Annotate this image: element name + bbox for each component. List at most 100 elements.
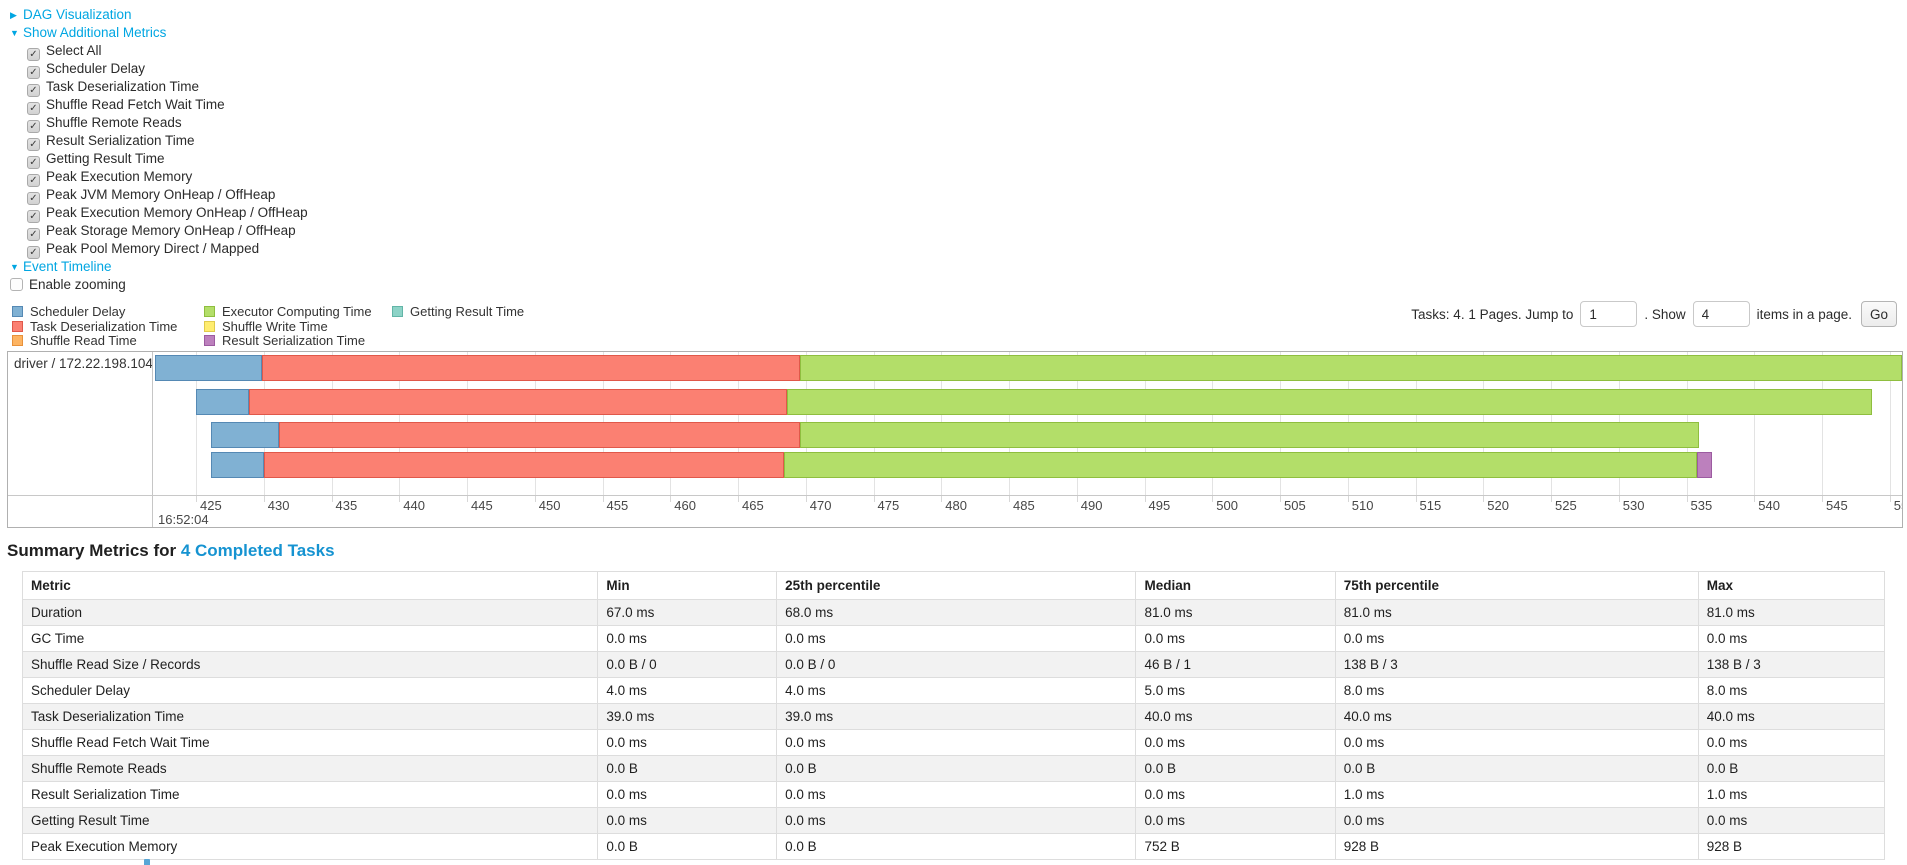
jump-to-page-input[interactable] <box>1580 301 1638 327</box>
executor-group-label: driver / 172.22.198.104 <box>14 356 152 371</box>
task-1-segment-scheduler_delay[interactable] <box>196 389 249 415</box>
dag-visualization-link[interactable]: DAG Visualization <box>23 7 132 22</box>
checkbox-select-all[interactable]: ✓ <box>27 48 40 61</box>
checkbox-label: Peak Execution Memory OnHeap / OffHeap <box>46 205 308 220</box>
tick-mark <box>331 496 333 502</box>
checkbox-task-deserialization-time[interactable]: ✓ <box>27 84 40 97</box>
metric-row-peak-pool-memory-direct-mapped: ✓ Peak Pool Memory Direct / Mapped <box>27 240 308 259</box>
legend-item-shuffle-read-time: Shuffle Read Time <box>12 333 204 349</box>
metric-name-cell: GC Time <box>21 625 599 652</box>
column-header-metric: Metric <box>21 571 599 600</box>
metric-value-cell: 0.0 B / 0 <box>776 651 1137 678</box>
event-timeline-link[interactable]: Event Timeline <box>23 259 112 274</box>
metric-value-cell: 0.0 ms <box>597 781 778 808</box>
tick-mark <box>1415 496 1417 502</box>
summary-table-header-row: Metric Min 25th percentile Median 75th perce… <box>21 571 1886 600</box>
checkbox-result-serialization-time[interactable]: ✓ <box>27 138 40 151</box>
pagination-items-text: items in a page. <box>1756 306 1852 322</box>
gridline <box>196 352 197 495</box>
checkbox-label: Scheduler Delay <box>46 61 146 76</box>
checkbox-label: Peak Execution Memory <box>46 169 193 184</box>
tick-label: 505 <box>1284 498 1306 513</box>
checkbox-peak-execution-memory-onheap-offheap[interactable]: ✓ <box>27 210 40 223</box>
column-header-min: Min <box>597 571 778 600</box>
checkbox-peak-execution-memory[interactable]: ✓ <box>27 174 40 187</box>
task-0-segment-scheduler_delay[interactable] <box>155 355 263 381</box>
metric-row-shuffle-remote-reads: Shuffle Remote Reads 0.0 B 0.0 B 0.0 B 0.0 B… <box>21 755 1886 782</box>
task-1-segment-executor_computing[interactable] <box>786 389 1873 415</box>
result_serialization-swatch-icon <box>204 335 215 347</box>
items-per-page-input[interactable] <box>1692 301 1750 327</box>
event-timeline-toggle[interactable]: ▼ Event Timeline <box>10 258 308 276</box>
task-3-segment-scheduler_delay[interactable] <box>210 452 264 478</box>
task-2-segment-scheduler_delay[interactable] <box>210 422 279 448</box>
metric-value-cell: 8.0 ms <box>1697 677 1886 704</box>
tick-label: 450 <box>538 498 561 513</box>
column-header-75th-percentile: 75th percentile <box>1334 571 1699 600</box>
metric-value-cell: 0.0 ms <box>1334 807 1699 834</box>
checkbox-label: Shuffle Read Fetch Wait Time <box>46 97 225 112</box>
dag-visualization-toggle[interactable]: ▶ DAG Visualization <box>10 6 308 24</box>
tick-mark <box>534 496 536 502</box>
metric-row-peak-storage-memory-onheap-offheap: ✓ Peak Storage Memory OnHeap / OffHeap <box>27 222 308 241</box>
chevron-down-icon: ▼ <box>10 28 19 38</box>
task-0-segment-executor_computing[interactable] <box>800 355 1902 381</box>
tick-mark <box>1618 496 1620 502</box>
legend-label: Scheduler Delay <box>30 304 126 319</box>
tick-mark <box>196 496 197 502</box>
task-2-segment-executor_computing[interactable] <box>800 422 1699 448</box>
metric-value-cell: 1.0 ms <box>1697 781 1886 808</box>
checkbox-shuffle-remote-reads[interactable]: ✓ <box>27 120 40 133</box>
task-2-segment-task_deserialization[interactable] <box>278 422 801 448</box>
tick-mark <box>1009 496 1011 502</box>
tick-label: 545 <box>1826 498 1848 513</box>
show-additional-metrics-toggle[interactable]: ▼ Show Additional Metrics <box>10 24 308 42</box>
legend-item-executor-computing-time: Executor Computing Time <box>204 304 392 320</box>
metric-row-peak-execution-memory: Peak Execution Memory 0.0 B 0.0 B 752 B 928 … <box>21 833 1886 860</box>
checkbox-shuffle-read-fetch-wait-time[interactable]: ✓ <box>27 102 40 115</box>
task-3-segment-task_deserialization[interactable] <box>263 452 785 478</box>
tick-mark <box>602 496 604 502</box>
metric-row-result-serialization-time: ✓ Result Serialization Time <box>27 132 308 151</box>
show-additional-metrics-link[interactable]: Show Additional Metrics <box>23 25 167 40</box>
checkbox-label: Peak Pool Memory Direct / Mapped <box>46 241 260 256</box>
task-1-segment-task_deserialization[interactable] <box>248 389 787 415</box>
chevron-down-icon: ▼ <box>10 262 19 272</box>
metric-row-getting-result-time: ✓ Getting Result Time <box>27 150 308 169</box>
checkbox-getting-result-time[interactable]: ✓ <box>27 156 40 169</box>
checkbox-peak-storage-memory-onheap-offheap[interactable]: ✓ <box>27 228 40 241</box>
completed-tasks-link[interactable]: 4 Completed Tasks <box>180 541 335 560</box>
tick-label: 475 <box>877 498 900 513</box>
metric-value-cell: 39.0 ms <box>597 703 778 730</box>
tick-mark <box>1686 496 1688 502</box>
metric-value-cell: 0.0 B <box>597 833 778 860</box>
metric-value-cell: 0.0 ms <box>1135 807 1336 834</box>
metric-row-scheduler-delay: ✓ Scheduler Delay <box>27 60 308 79</box>
metric-value-cell: 0.0 ms <box>597 625 778 652</box>
checkbox-peak-pool-memory-direct-mapped[interactable]: ✓ <box>27 246 40 259</box>
tick-label: 470 <box>809 498 832 513</box>
tick-label: 455 <box>606 498 629 513</box>
task-3-segment-result_serialization[interactable] <box>1697 452 1713 478</box>
metric-name-cell: Scheduler Delay <box>21 677 599 704</box>
metric-name-cell: Shuffle Read Size / Records <box>21 651 599 678</box>
legend-label: Shuffle Write Time <box>222 318 328 334</box>
metric-name-cell: Shuffle Read Fetch Wait Time <box>21 729 599 756</box>
checkbox-peak-jvm-memory-onheap-offheap[interactable]: ✓ <box>27 192 40 205</box>
task-3-segment-executor_computing[interactable] <box>784 452 1698 478</box>
checkbox-scheduler-delay[interactable]: ✓ <box>27 66 40 79</box>
gridline <box>1754 352 1756 495</box>
metric-value-cell: 0.0 ms <box>1334 729 1699 756</box>
tick-mark <box>941 496 943 502</box>
legend-item-shuffle-write-time: Shuffle Write Time <box>204 318 392 335</box>
column-header-median: Median <box>1135 571 1336 600</box>
metric-value-cell: 0.0 ms <box>1697 807 1886 834</box>
summary-metrics-heading: Summary Metrics for 4 Completed Tasks <box>7 541 335 561</box>
enable-zooming-checkbox[interactable] <box>10 278 23 291</box>
tick-label: 490 <box>1080 498 1103 513</box>
go-button[interactable]: Go <box>1860 301 1897 327</box>
cut-off-next-section <box>144 859 153 865</box>
metric-name-cell: Task Deserialization Time <box>21 703 599 730</box>
task-0-segment-task_deserialization[interactable] <box>262 355 801 381</box>
tick-mark <box>1144 496 1146 502</box>
